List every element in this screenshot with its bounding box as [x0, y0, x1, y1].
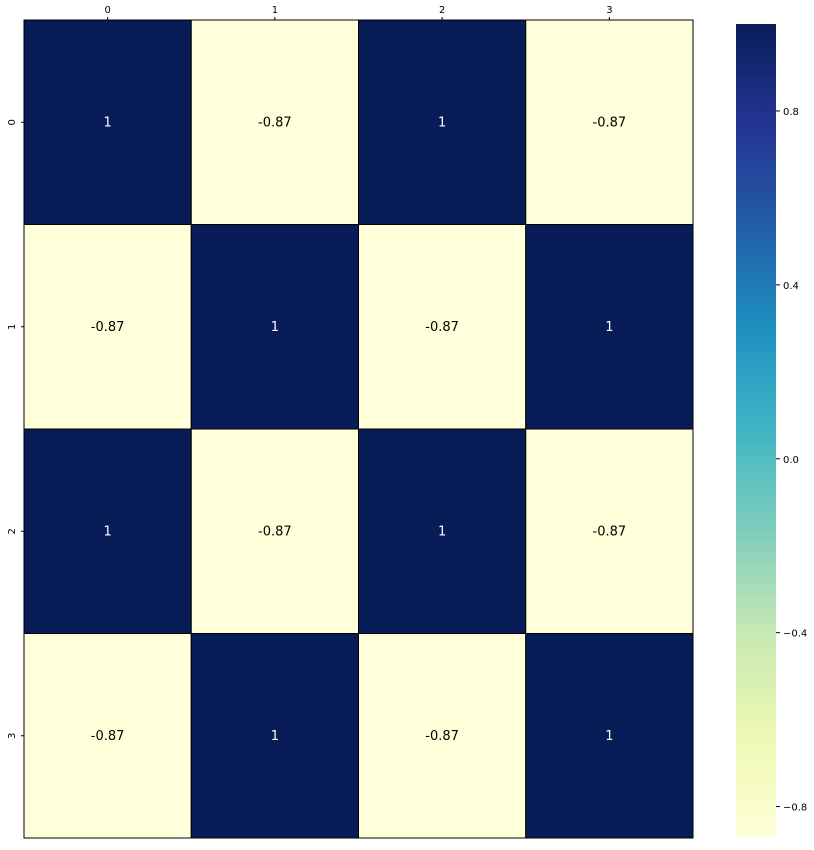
- cell-label-3-3: 1: [605, 729, 613, 744]
- plot-frame: [23, 19, 694, 839]
- cell-label-0-0: 1: [103, 115, 111, 130]
- heatmap-cell-3-2: [358, 633, 527, 839]
- cell-label-1-1: 1: [271, 320, 279, 335]
- cell-label-2-2: 1: [438, 524, 446, 539]
- y-tick-label-3: 3: [7, 733, 18, 739]
- colorbar-tick-label-1: 0.4: [783, 281, 799, 292]
- y-tick-label-2: 2: [7, 528, 18, 534]
- cell-label-1-2: -0.87: [425, 320, 459, 335]
- heatmap-cell-3-3: [525, 633, 694, 839]
- heatmap-cell-0-1: [190, 19, 359, 225]
- cell-label-2-3: -0.87: [593, 524, 627, 539]
- cell-label-2-0: 1: [103, 524, 111, 539]
- x-tick-label-0: 0: [104, 5, 110, 16]
- heatmap-cell-1-2: [358, 224, 527, 430]
- cell-label-1-0: -0.87: [91, 320, 125, 335]
- heatmap-cell-3-0: [23, 633, 192, 839]
- x-tick-label-2: 2: [439, 5, 445, 16]
- heatmap-cell-1-3: [525, 224, 694, 430]
- x-axis-ticks: 0 1 2 3: [104, 5, 613, 20]
- heatmap-cells: 1 -0.87 1 -0.87 -0.87 1 -0.87 1 1 -0.87 1 -0.87 -0.8…: [23, 19, 694, 839]
- colorbar-ticks: 0.8 0.4 0.0 −0.4 −0.8: [776, 107, 807, 814]
- cell-label-0-2: 1: [438, 115, 446, 130]
- colorbar-gradient: [736, 24, 776, 837]
- x-tick-label-3: 3: [606, 5, 612, 16]
- cell-label-3-0: -0.87: [91, 729, 125, 744]
- heatmap-cell-0-3: [525, 19, 694, 225]
- y-axis-ticks: 0 1 2 3: [7, 119, 24, 739]
- y-tick-label-1: 1: [7, 324, 18, 330]
- heatmap-cell-2-1: [190, 428, 359, 634]
- heatmap-cell-1-0: [23, 224, 192, 430]
- cell-label-2-1: -0.87: [258, 524, 292, 539]
- cell-label-1-3: 1: [605, 320, 613, 335]
- x-tick-label-1: 1: [272, 5, 278, 16]
- heatmap-cell-3-1: [190, 633, 359, 839]
- colorbar-tick-label-2: 0.0: [783, 455, 799, 466]
- colorbar: 0.8 0.4 0.0 −0.4 −0.8: [736, 24, 807, 837]
- colorbar-tick-label-3: −0.4: [783, 629, 807, 640]
- heatmap-cell-0-0: [23, 19, 192, 225]
- cell-label-3-2: -0.87: [425, 729, 459, 744]
- cell-label-0-3: -0.87: [593, 115, 627, 130]
- colorbar-tick-label-4: −0.8: [783, 803, 807, 814]
- heatmap-cell-2-3: [525, 428, 694, 634]
- cell-label-3-1: 1: [271, 729, 279, 744]
- heatmap-cell-1-1: [190, 224, 359, 430]
- colorbar-tick-label-0: 0.8: [783, 107, 799, 118]
- y-tick-label-0: 0: [7, 119, 18, 125]
- cell-label-0-1: -0.87: [258, 115, 292, 130]
